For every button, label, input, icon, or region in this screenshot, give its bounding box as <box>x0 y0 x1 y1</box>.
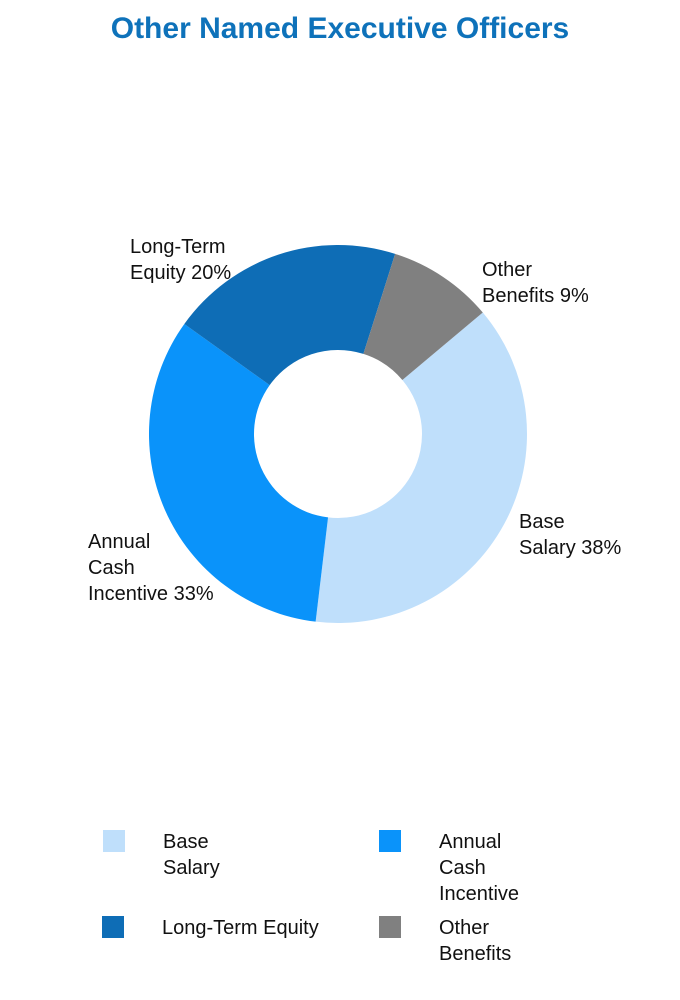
legend-swatch-annual-cash-incentive <box>379 830 401 852</box>
legend-item-long-term-equity: Long-Term Equity <box>102 915 319 941</box>
callout-other-benefits: Other Benefits 9% <box>482 257 589 309</box>
donut-segment-annual-cash-incentive <box>148 323 329 622</box>
callout-line: Long-Term <box>130 236 226 258</box>
callout-annual-cash-incentive: Annual Cash Incentive 33% <box>88 529 214 607</box>
legend-label: Base Salary <box>163 831 220 879</box>
callout-line: Annual <box>88 531 151 553</box>
callout-line: Other <box>482 259 533 281</box>
legend-swatch-base-salary <box>103 830 125 852</box>
legend-label: Long-Term Equity <box>162 917 319 939</box>
callout-line: Base <box>519 511 565 533</box>
donut-segment-base-salary <box>315 312 527 623</box>
callout-line: Incentive 33% <box>88 583 214 605</box>
callout-line: Cash <box>88 557 135 579</box>
legend-label: Other Benefits <box>439 917 512 965</box>
legend-item-annual-cash-incentive: Annual Cash Incentive <box>379 829 519 907</box>
donut-segment-other-benefits <box>363 253 483 381</box>
donut-segment-long-term-equity <box>184 245 396 386</box>
callout-long-term-equity: Long-Term Equity 20% <box>130 234 231 286</box>
callout-base-salary: Base Salary 38% <box>519 509 621 561</box>
legend-swatch-other-benefits <box>379 916 401 938</box>
legend-label: Annual Cash Incentive <box>439 831 520 905</box>
callout-line: Equity 20% <box>130 262 232 284</box>
callout-line: Salary 38% <box>519 537 622 559</box>
legend-swatch-long-term-equity <box>102 916 124 938</box>
callout-line: Benefits 9% <box>482 285 589 307</box>
legend-item-other-benefits: Other Benefits <box>379 915 511 967</box>
legend-item-base-salary: Base Salary <box>103 829 220 881</box>
chart-title: Other Named Executive Officers <box>110 12 570 45</box>
